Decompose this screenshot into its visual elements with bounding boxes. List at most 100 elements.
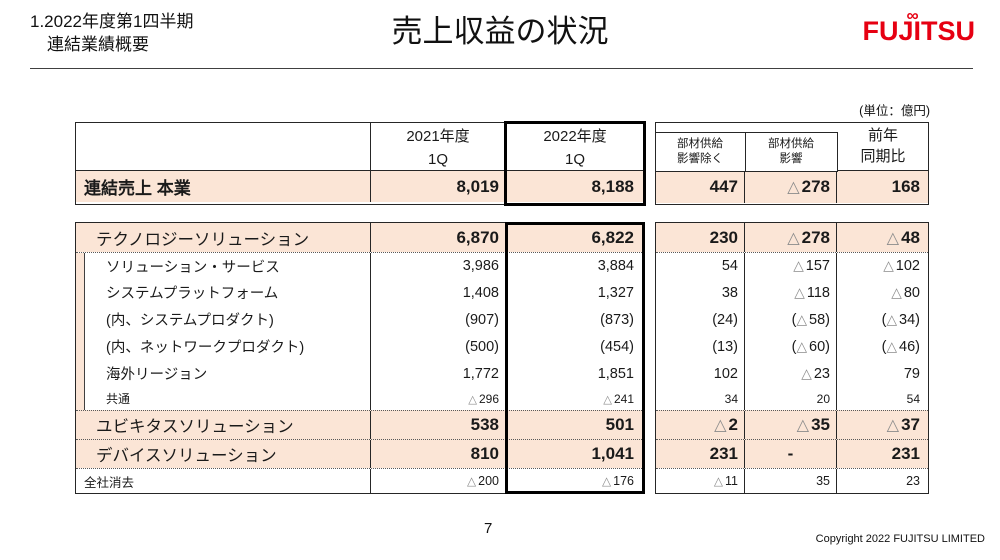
ex-supply-value: 54 — [656, 253, 745, 279]
negative-triangle-icon: △ — [787, 178, 800, 196]
yoy-value: 231 — [891, 444, 920, 463]
yoy-value: (△ 46) — [881, 338, 920, 355]
row-label: 海外リージョン — [76, 360, 371, 387]
total-row-left: 連結売上 本業 8,019 8,188 — [76, 171, 644, 202]
negative-triangle-icon: △ — [794, 284, 805, 300]
fy2021-value: 1,772 — [371, 360, 506, 387]
table-row: 231-231 — [656, 439, 928, 468]
negative-triangle-icon: △ — [713, 474, 724, 488]
header-divider — [30, 68, 973, 69]
fy2021-quarter-label: 1Q — [427, 151, 448, 168]
total-yoy-value: 168 — [891, 177, 920, 196]
supply-impact-value: △ 118 — [745, 279, 837, 306]
table-row: システムプラットフォーム 1,408 1,327 — [76, 279, 644, 306]
page-title: 売上収益の状況 — [391, 14, 609, 49]
ex-supply-value: △ 11 — [656, 469, 745, 493]
table-row: △ 2 △ 35 △ 37 — [656, 410, 928, 439]
header-fy2022: 2022年度 1Q — [506, 123, 644, 170]
header-yoy: 前年 同期比 — [838, 123, 928, 170]
supply-impact-value: (△ 60) — [745, 333, 837, 360]
fy2022-quarter-label: 1Q — [564, 151, 585, 168]
table-row: ソリューション・サービス 3,986 3,884 — [76, 252, 644, 279]
fy2022-year-label: 2022年度 — [543, 128, 607, 145]
negative-triangle-icon: △ — [602, 474, 612, 488]
row-label: システムプラットフォーム — [76, 279, 371, 306]
table-row: 全社消去 △ 200 △ 176 — [76, 468, 644, 493]
table-row: 54 △ 157 △ 102 — [656, 252, 928, 279]
negative-triangle-icon: △ — [796, 416, 810, 434]
negative-triangle-icon: △ — [891, 284, 902, 300]
table-row: 230 △ 278 △ 48 — [656, 223, 928, 252]
table-row: 38 △ 118 △ 80 — [656, 279, 928, 306]
supply-impact-value: △ 23 — [745, 360, 837, 387]
negative-triangle-icon: △ — [796, 311, 808, 327]
fy2022-value: 501 — [605, 415, 634, 434]
supply-impact-value: (△ 58) — [745, 306, 837, 333]
table-row: (内、ネットワークプロダクト) (500) (454) — [76, 333, 644, 360]
yoy-value: 23 — [906, 474, 920, 488]
fy2022-value: 3,884 — [597, 258, 634, 274]
fy2021-value: 3,986 — [371, 253, 506, 279]
negative-triangle-icon: △ — [886, 228, 900, 247]
ex-supply-line2: 影響除く — [677, 152, 723, 165]
total-row-right: 447 △ 278 168 — [656, 171, 928, 203]
table-row: ユビキタスソリューション 538 501 — [76, 410, 644, 439]
fy2021-value: 1,408 — [371, 279, 506, 306]
fy2021-year-label: 2021年度 — [406, 128, 470, 145]
table-row: 102 △ 23 79 — [656, 360, 928, 387]
supply-impact-value: - — [745, 440, 837, 468]
yoy-value: △ 102 — [883, 258, 920, 274]
supply-impact-value: △ 157 — [745, 253, 837, 279]
supply-impact-value: 20 — [745, 387, 837, 410]
section-label: 1.2022年度第1四半期 連結業績概要 — [30, 11, 193, 57]
negative-triangle-icon: △ — [467, 474, 477, 488]
revenue-table-main-body: テクノロジーソリューション 6,870 6,822 ソリューション・サービス 3,986… — [75, 222, 645, 494]
yoy-line1: 前年 — [867, 127, 898, 145]
yoy-line2: 同期比 — [860, 147, 906, 165]
total-ex-supply-value: 447 — [656, 171, 745, 203]
negative-triangle-icon: △ — [603, 393, 612, 406]
revenue-table-main-top: 2021年度 1Q 2022年度 1Q 連結売上 本業 8,019 8,188 — [75, 121, 646, 206]
supply-impact-value: △ 278 — [745, 223, 837, 252]
table-row: (13)(△ 60) (△ 46) — [656, 333, 928, 360]
row-label: (内、ネットワークプロダクト) — [76, 333, 371, 360]
fy2021-value: 810 — [371, 440, 506, 468]
copyright-text: Copyright 2022 FUJITSU LIMITED — [815, 533, 985, 545]
fujitsu-logo: FUJITSU ∞ — [862, 6, 975, 47]
supply-impact-value: △ 35 — [745, 411, 837, 439]
row-label: ソリューション・サービス — [76, 253, 371, 279]
total-fy2022-value: 8,188 — [591, 176, 634, 196]
header-supply-impact: 部材供給 影響 — [744, 132, 838, 172]
table-row: デバイスソリューション 810 1,041 — [76, 439, 644, 468]
negative-triangle-icon: △ — [883, 258, 894, 273]
table-row: △ 11 35 23 — [656, 468, 928, 493]
ex-supply-value: 34 — [656, 387, 745, 410]
ex-supply-value: △ 2 — [656, 411, 745, 439]
supply-impact-value: 35 — [745, 469, 837, 493]
ex-supply-value: 38 — [656, 279, 745, 306]
total-supply-impact-value: △ 278 — [745, 171, 837, 203]
yoy-value: △ 37 — [886, 415, 920, 434]
table-row: 34 20 54 — [656, 387, 928, 410]
supply-impact-line2: 影響 — [779, 152, 803, 165]
yoy-value: (△ 34) — [881, 311, 920, 328]
fy2022-value: 1,327 — [597, 284, 634, 301]
fy2021-value: △ 200 — [371, 469, 506, 493]
yoy-value: △ 80 — [891, 284, 920, 301]
impact-table-top: 部材供給 影響除く 部材供給 影響 前年 同期比 447 △ 278 168 — [654, 122, 929, 205]
segment-rows-left: テクノロジーソリューション 6,870 6,822 ソリューション・サービス 3,986… — [76, 223, 644, 493]
ex-supply-value: 231 — [656, 440, 745, 468]
fy2022-value: (454) — [600, 338, 634, 355]
fy2022-value: △ 176 — [602, 474, 634, 488]
negative-triangle-icon: △ — [468, 393, 477, 406]
row-label: ユビキタスソリューション — [76, 411, 371, 439]
ex-supply-value: 230 — [656, 223, 745, 252]
ex-supply-line1: 部材供給 — [677, 137, 723, 150]
yoy-value: △ 48 — [886, 227, 920, 247]
negative-triangle-icon: △ — [886, 416, 900, 434]
section-label-line1: 1.2022年度第1四半期 — [30, 12, 194, 31]
total-row-label: 連結売上 本業 — [76, 171, 371, 202]
negative-triangle-icon: △ — [801, 365, 812, 381]
row-label: テクノロジーソリューション — [76, 223, 371, 252]
negative-triangle-icon: △ — [714, 416, 727, 434]
